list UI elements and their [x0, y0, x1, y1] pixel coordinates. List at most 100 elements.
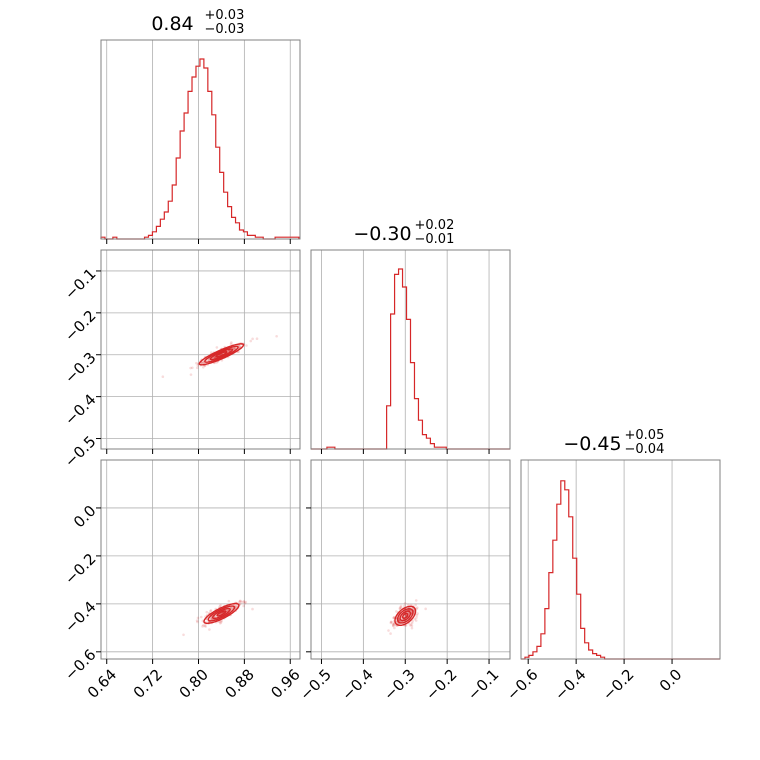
scatter-point: [189, 366, 192, 370]
panel-frame: [100, 39, 301, 240]
scatter-point: [196, 616, 200, 620]
scatter-point: [410, 624, 414, 628]
param-title-minus: −0.03: [205, 22, 245, 37]
x-tick-label: 0.96: [267, 665, 303, 701]
scatter-point: [215, 346, 219, 349]
correlation-panel: [387, 599, 427, 635]
scatter-point: [389, 632, 392, 635]
density-contour: [203, 602, 240, 625]
x-tick-label: 0.80: [176, 665, 212, 701]
scatter-point: [202, 361, 205, 364]
scatter-point: [243, 601, 247, 605]
scatter-point: [233, 347, 237, 350]
panel-frame: [310, 249, 511, 450]
scatter-point: [237, 600, 241, 604]
scatter-point: [200, 362, 204, 365]
scatter-point: [196, 364, 200, 367]
scatter-point: [204, 625, 207, 628]
y-tick-label: −0.3: [61, 349, 99, 387]
scatter-point: [424, 607, 427, 611]
scatter-point: [414, 603, 417, 607]
scatter-point: [219, 621, 223, 624]
scatter-point: [189, 373, 193, 376]
scatter-point: [209, 609, 213, 612]
scatter-point: [244, 600, 248, 604]
scatter-point: [400, 606, 403, 610]
panel-frame: [100, 249, 301, 450]
scatter-point: [404, 624, 408, 627]
panel-frame: [520, 459, 721, 660]
scatter-point: [251, 607, 254, 611]
scatter-point: [213, 615, 217, 619]
y-tick-label: 0.0: [70, 502, 100, 532]
scatter-point: [395, 610, 398, 613]
scatter-point: [208, 628, 211, 631]
scatter-point: [191, 366, 194, 370]
y-tick-label: −0.5: [61, 432, 99, 470]
panel-frame: [310, 459, 511, 660]
scatter-point: [239, 599, 242, 603]
scatter-point: [210, 618, 213, 621]
scatter-point: [415, 616, 418, 619]
scatter-point: [404, 614, 407, 617]
scatter-point: [415, 606, 419, 609]
scatter-point: [209, 609, 212, 613]
scatter-point: [210, 351, 213, 354]
scatter-point: [391, 622, 395, 626]
scatter-point: [207, 359, 211, 362]
scatter-point: [238, 602, 242, 606]
param-title-median: −0.45: [563, 433, 621, 455]
scatter-point: [220, 619, 224, 623]
y-tick-label: −0.1: [61, 265, 99, 303]
y-tick-label: −0.4: [61, 598, 99, 636]
scatter-point: [195, 361, 198, 365]
scatter-point: [229, 342, 233, 346]
scatter-point: [255, 337, 259, 341]
density-contour: [396, 608, 414, 624]
scatter-point: [242, 600, 246, 604]
scatter-point: [240, 600, 244, 604]
scatter-point: [408, 624, 412, 627]
scatter-point: [392, 616, 396, 619]
density-contour: [204, 345, 239, 363]
data-layer: [100, 58, 720, 660]
scatter-point: [414, 619, 418, 622]
scatter-point: [410, 621, 414, 625]
param-title-minus: −0.04: [625, 442, 665, 457]
scatter-point: [205, 610, 209, 614]
scatter-point: [392, 616, 395, 620]
scatter-point: [230, 341, 233, 344]
scatter-point: [202, 361, 205, 364]
density-contour: [209, 348, 234, 361]
scatter-point: [390, 620, 393, 624]
x-tick-label: 0.64: [84, 665, 120, 701]
y-tick-label: −0.2: [61, 307, 99, 345]
density-contour: [401, 612, 409, 619]
scatter-point: [238, 599, 242, 603]
scatter-point: [206, 358, 210, 362]
scatter-point: [242, 600, 246, 603]
scatter-point: [393, 626, 396, 630]
scatter-point: [389, 621, 393, 625]
param-title-plus: +0.05: [625, 428, 665, 443]
scatter-point: [416, 612, 419, 615]
scatter-point: [399, 604, 403, 608]
density-contour: [211, 607, 231, 620]
scatter-point: [202, 365, 205, 369]
y-tick-label: −0.2: [61, 550, 99, 588]
scatter-point: [392, 623, 395, 626]
scatter-point: [406, 603, 410, 607]
x-tick-label: 0.88: [221, 665, 257, 701]
scatter-point: [219, 604, 222, 607]
grid-layer: [101, 40, 673, 659]
text-layer: 0.84 +0.03−0.03−0.30 +0.02−0.01−0.45 +0.05−…: [61, 8, 685, 704]
density-contour: [216, 610, 227, 617]
scatter-point: [398, 607, 402, 610]
scatter-point: [411, 619, 414, 623]
scatter-point: [238, 344, 241, 348]
histogram-step-0: [100, 58, 300, 240]
scatter-point: [403, 602, 407, 605]
scatter-point: [415, 614, 419, 617]
correlation-panel: [161, 334, 278, 378]
